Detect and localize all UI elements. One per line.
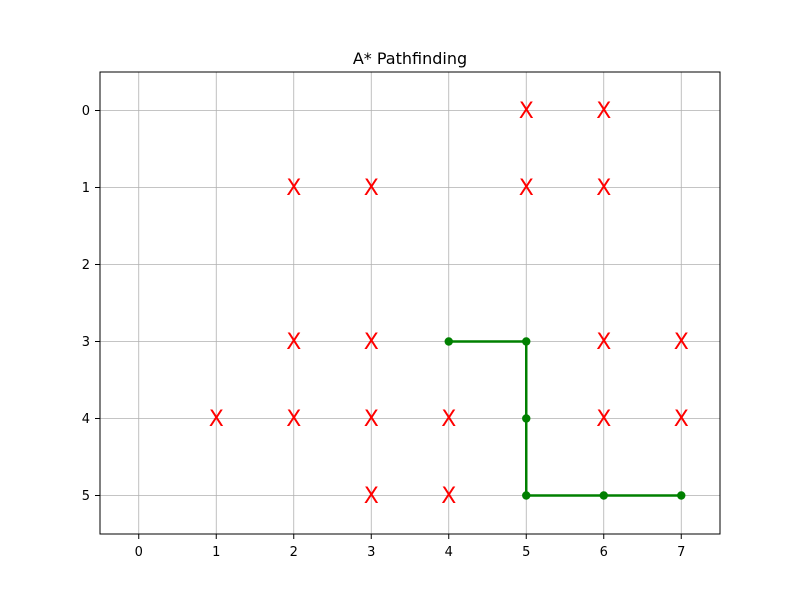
- obstacle-marker: X: [674, 330, 689, 355]
- obstacle-marker: X: [596, 99, 611, 124]
- obstacle-marker: X: [209, 407, 224, 432]
- obstacle-marker: X: [519, 176, 534, 201]
- obstacle-marker: X: [674, 407, 689, 432]
- x-tick-label: 0: [135, 545, 143, 560]
- x-tick-label: 2: [290, 545, 298, 560]
- x-tick-label: 4: [445, 545, 453, 560]
- path-node-marker: [444, 337, 453, 346]
- y-tick-label: 5: [82, 489, 90, 504]
- obstacle-marker: X: [596, 330, 611, 355]
- chart-title: A* Pathfinding: [353, 49, 467, 68]
- x-tick-label: 3: [367, 545, 375, 560]
- obstacle-marker: X: [364, 407, 379, 432]
- path-node-marker: [522, 414, 531, 423]
- obstacle-marker: X: [286, 176, 301, 201]
- y-tick-label: 0: [82, 104, 90, 119]
- obstacle-marker: X: [364, 330, 379, 355]
- obstacle-marker: X: [441, 407, 456, 432]
- x-tick-label: 1: [212, 545, 220, 560]
- path-node-marker: [522, 491, 531, 500]
- y-axis-ticks: 0 1 2 3 4 5: [82, 104, 100, 504]
- obstacle-marker: X: [596, 407, 611, 432]
- series-layer: X X X X X X X X X X X X X X X X X X: [209, 99, 689, 509]
- obstacle-marker: X: [441, 484, 456, 509]
- x-tick-label: 5: [522, 545, 530, 560]
- x-tick-label: 6: [600, 545, 608, 560]
- y-tick-label: 3: [82, 335, 90, 350]
- y-tick-label: 4: [82, 412, 90, 427]
- obstacle-marker: X: [519, 99, 534, 124]
- path-node-marker: [522, 337, 531, 346]
- obstacle-marker: X: [286, 330, 301, 355]
- path-node-marker: [599, 491, 608, 500]
- plot-frame: [99, 71, 721, 535]
- obstacle-marker: X: [364, 176, 379, 201]
- y-tick-label: 2: [82, 258, 90, 273]
- obstacle-marker: X: [364, 484, 379, 509]
- y-tick-label: 1: [82, 181, 90, 196]
- path-line: [448, 340, 682, 497]
- obstacle-marker: X: [286, 407, 301, 432]
- x-axis-ticks: 0 1 2 3 4 5 6 7: [135, 534, 685, 560]
- x-tick-label: 7: [677, 545, 685, 560]
- path-node-marker: [677, 491, 686, 500]
- obstacle-marker: X: [596, 176, 611, 201]
